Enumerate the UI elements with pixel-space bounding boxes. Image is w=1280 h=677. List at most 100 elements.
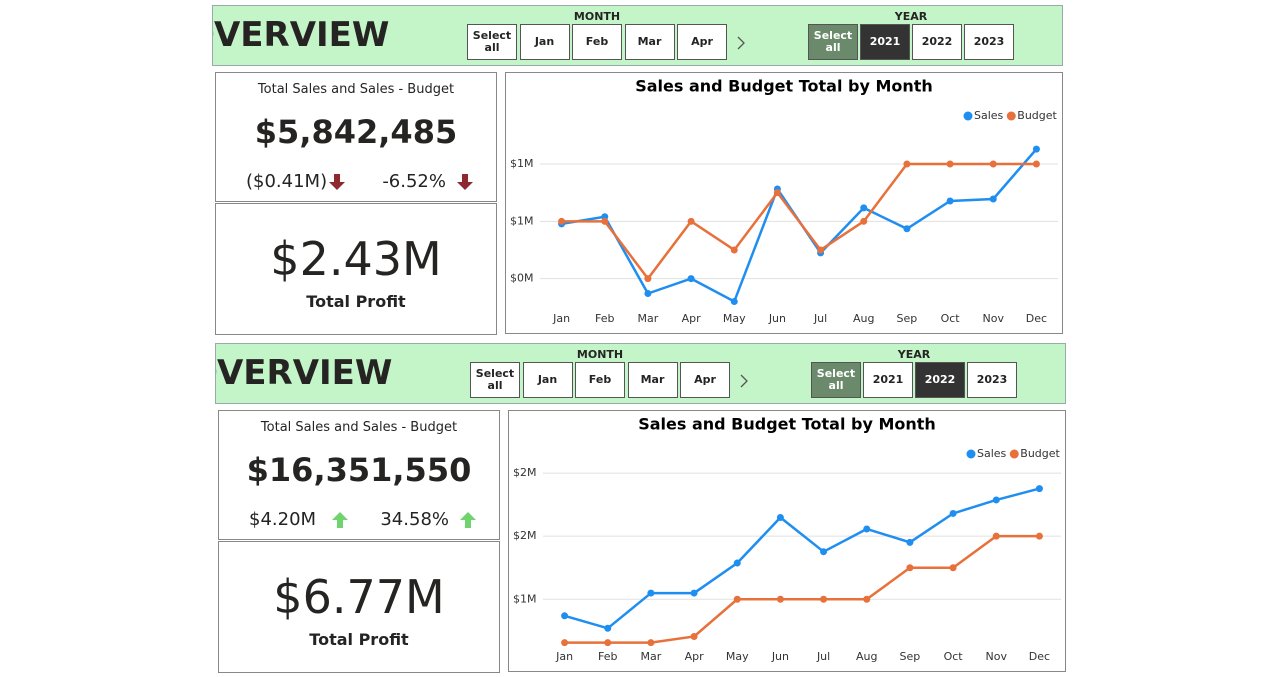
data-point [733,595,741,603]
year-button[interactable]: 2022 [912,24,962,60]
dashboard-panel: OVERVIEWMONTHSelect allJanFebMarAprYEARS… [212,0,1063,337]
chart-card: Sales and Budget Total by Month $0M $1M $1M… [505,72,1063,334]
slicer-label: MONTH [573,10,621,23]
dashboard-panel: OVERVIEWMONTHSelect allJanFebMarAprYEARS… [215,338,1066,675]
year-button[interactable]: Select all [808,24,858,60]
chart-title: Sales and Budget Total by Month [635,77,933,96]
profit-label: Total Profit [306,292,406,311]
legend-marker [963,111,973,121]
month-button[interactable]: Feb [575,362,625,398]
profit-card: $6.77M Total Profit [218,541,500,673]
slicer-label: YEAR [897,348,931,361]
data-point [949,509,957,517]
profit-label: Total Profit [309,630,409,649]
kpi-value: $16,351,550 [246,451,472,489]
data-point [1035,532,1043,540]
header-bar: OVERVIEWMONTHSelect allJanFebMarAprYEARS… [215,343,1066,404]
kpi-variance-pct: -6.52% [382,171,446,192]
year-button[interactable]: 2021 [863,362,913,398]
x-tick-label: Apr [682,312,702,325]
month-button[interactable]: Select all [467,24,517,60]
x-tick-label: Jan [552,312,570,325]
x-tick-label: Mar [641,650,662,663]
kpi-card: Total Sales and Sales - Budget $5,842,485… [215,72,497,202]
profit-card: $2.43M Total Profit [215,203,497,335]
data-point [687,275,695,283]
month-button[interactable]: Apr [680,362,730,398]
series-line [564,534,1040,644]
data-point [817,246,825,254]
kpi-label: Total Sales and Sales - Budget [257,82,455,97]
year-button[interactable]: Select all [811,362,861,398]
data-point [604,639,612,647]
data-point [647,639,655,647]
x-tick-label: Oct [944,650,964,663]
profit-value: $2.43M [270,232,442,286]
kpi-variance: ($0.41M) [246,171,328,192]
x-tick-label: Aug [853,312,874,325]
x-tick-label: Feb [598,650,617,663]
data-point [906,538,914,546]
data-point [733,559,741,567]
data-point [690,632,698,640]
year-button[interactable]: 2021 [860,24,910,60]
y-tick-label: $1M [510,157,534,170]
data-point [561,639,569,647]
month-button[interactable]: Feb [572,24,622,60]
month-button[interactable]: Mar [624,24,675,60]
data-point [730,298,738,306]
data-point [601,217,609,225]
data-point [903,225,911,233]
data-point [604,624,612,632]
kpi-value: $5,842,485 [254,113,458,151]
month-button[interactable]: Apr [677,24,727,60]
x-tick-label: Jul [816,650,830,663]
series-line [564,487,1040,630]
month-button[interactable]: Jan [522,362,573,398]
data-point [1035,485,1043,493]
chevron-shape [737,36,745,50]
profit-value: $6.77M [273,570,445,624]
legend-marker [1006,111,1016,121]
chart-title: Sales and Budget Total by Month [638,415,936,434]
x-tick-label: Jul [813,312,827,325]
data-point [773,189,781,197]
year-button[interactable]: 2022 [915,362,965,398]
x-tick-label: Sep [900,650,921,663]
slicer-label: MONTH [576,348,624,361]
x-tick-label: Nov [986,650,1008,663]
x-tick-label: May [726,650,749,663]
data-point [687,217,695,225]
month-button[interactable]: Mar [627,362,678,398]
x-tick-label: Nov [983,312,1005,325]
x-tick-label: Aug [856,650,877,663]
month-button[interactable]: Select all [470,362,520,398]
chevron-shape [740,374,748,388]
scroll-chevron[interactable] [735,35,747,51]
data-point [903,160,911,168]
scroll-chevron[interactable] [738,373,750,389]
data-point [647,589,655,597]
kpi-label: Total Sales and Sales - Budget [260,420,458,435]
y-tick-label: $2M [513,466,537,479]
data-point [906,564,914,572]
data-point [946,197,954,205]
x-tick-label: Dec [1026,312,1047,325]
year-button[interactable]: 2023 [967,362,1017,398]
month-button[interactable]: Jan [519,24,570,60]
data-point [949,564,957,572]
year-button[interactable]: 2023 [964,24,1014,60]
x-tick-label: Feb [595,312,614,325]
data-point [1032,160,1040,168]
data-point [820,595,828,603]
data-point [863,525,871,533]
data-point [690,589,698,597]
data-point [992,532,1000,540]
legend-marker [966,449,976,459]
y-tick-label: $0M [510,272,534,285]
data-point [989,160,997,168]
x-tick-label: Jun [768,312,786,325]
x-tick-label: Oct [941,312,961,325]
kpi-variance-pct: 34.58% [380,509,449,530]
x-tick-label: Apr [685,650,705,663]
